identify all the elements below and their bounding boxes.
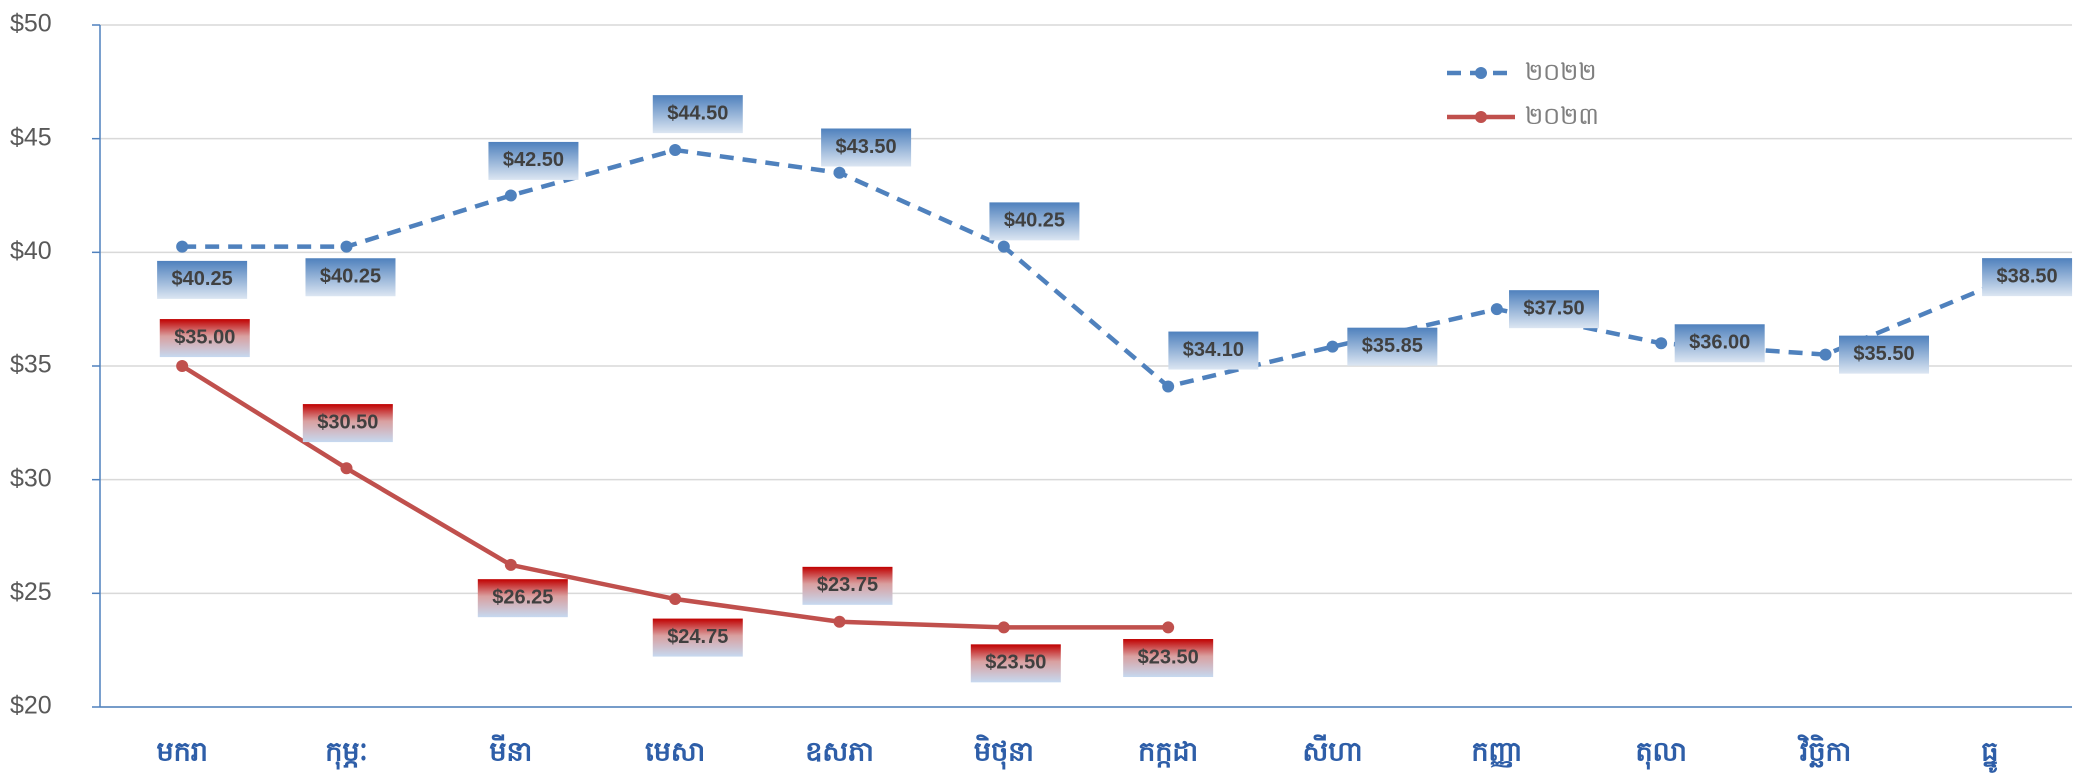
data-point	[176, 240, 189, 253]
x-tick-label: មីនា	[489, 734, 532, 768]
value-label-box	[488, 141, 579, 180]
x-tick-label: វិច្ឆិកា	[1797, 734, 1851, 769]
x-tick-label: កញ្ញា	[1471, 737, 1522, 769]
y-tick-label: $35	[10, 351, 52, 379]
x-tick-label: ឧសភា	[805, 737, 874, 768]
y-tick-label: $40	[10, 237, 52, 265]
x-tick-label: មិថុនា	[974, 734, 1034, 771]
value-label: $37.50	[1523, 297, 1584, 319]
x-tick-label: កក្កដា	[1138, 737, 1198, 769]
data-point	[833, 166, 846, 179]
value-label-box	[821, 128, 912, 167]
value-label-box	[1123, 639, 1214, 678]
value-label-box	[157, 260, 248, 299]
data-point	[1162, 380, 1175, 393]
value-label: $44.50	[667, 102, 728, 124]
value-label-box	[1982, 258, 2073, 297]
data-point	[669, 593, 682, 606]
legend-label: ២០២២	[1525, 58, 1596, 86]
data-point	[833, 615, 846, 628]
legend-label: ២០២៣	[1525, 102, 1599, 130]
value-label: $35.00	[174, 326, 235, 348]
value-label: $43.50	[836, 136, 897, 158]
data-point	[504, 558, 517, 571]
data-point	[997, 240, 1010, 253]
value-label-box	[970, 644, 1061, 683]
value-label-box	[1509, 290, 1600, 329]
value-label: $26.25	[492, 586, 553, 608]
y-tick-label: $45	[10, 123, 52, 151]
data-point	[1162, 621, 1175, 634]
data-point	[176, 360, 189, 372]
data-point	[1655, 337, 1668, 350]
value-label: $40.25	[172, 268, 233, 290]
value-label: $38.50	[1996, 265, 2057, 287]
legend-marker	[1475, 111, 1487, 123]
value-label: $35.50	[1853, 343, 1914, 365]
value-label-box	[477, 579, 568, 618]
legend-marker	[1475, 67, 1487, 79]
value-label-box	[652, 95, 743, 134]
value-label-box	[802, 566, 893, 605]
data-point	[504, 189, 517, 202]
data-point	[1490, 303, 1503, 316]
value-label-box	[989, 202, 1080, 241]
value-label: $34.10	[1183, 339, 1244, 361]
y-tick-label: $25	[10, 578, 52, 606]
value-label-box	[159, 319, 250, 358]
value-label-box	[302, 404, 393, 443]
value-label: $23.50	[985, 652, 1046, 674]
value-label-box	[1168, 331, 1259, 370]
y-tick-label: $30	[10, 464, 52, 492]
value-label: $23.50	[1138, 646, 1199, 668]
value-label: $30.50	[317, 411, 378, 433]
value-label: $40.25	[320, 266, 381, 288]
series-line	[182, 147, 1991, 389]
data-point	[1819, 348, 1832, 361]
value-label: $36.00	[1689, 332, 1750, 354]
value-label: $42.50	[503, 149, 564, 171]
y-tick-label: $20	[10, 692, 52, 720]
x-tick-label: សីហា	[1303, 734, 1363, 768]
data-point	[340, 240, 353, 253]
value-label-box	[652, 618, 743, 657]
x-tick-label: តុលា	[1635, 737, 1686, 771]
data-point	[669, 144, 682, 157]
value-label: $24.75	[667, 626, 728, 648]
value-label: $40.25	[1004, 210, 1065, 232]
data-point	[997, 621, 1010, 634]
y-tick-label: $50	[10, 10, 52, 38]
x-tick-label: កុម្ភៈ	[325, 737, 368, 771]
data-point	[340, 462, 353, 475]
value-label-box	[1674, 324, 1765, 363]
value-label: $35.85	[1362, 335, 1423, 357]
value-label-box	[305, 258, 396, 297]
data-point	[1326, 340, 1339, 353]
x-tick-label: ធ្នូ	[1981, 737, 1998, 774]
x-tick-label: មេសា	[645, 737, 705, 768]
value-label-box	[1347, 327, 1438, 366]
value-label: $23.75	[817, 574, 878, 596]
value-label-box	[1839, 335, 1930, 374]
x-tick-label: មករា	[156, 737, 207, 768]
